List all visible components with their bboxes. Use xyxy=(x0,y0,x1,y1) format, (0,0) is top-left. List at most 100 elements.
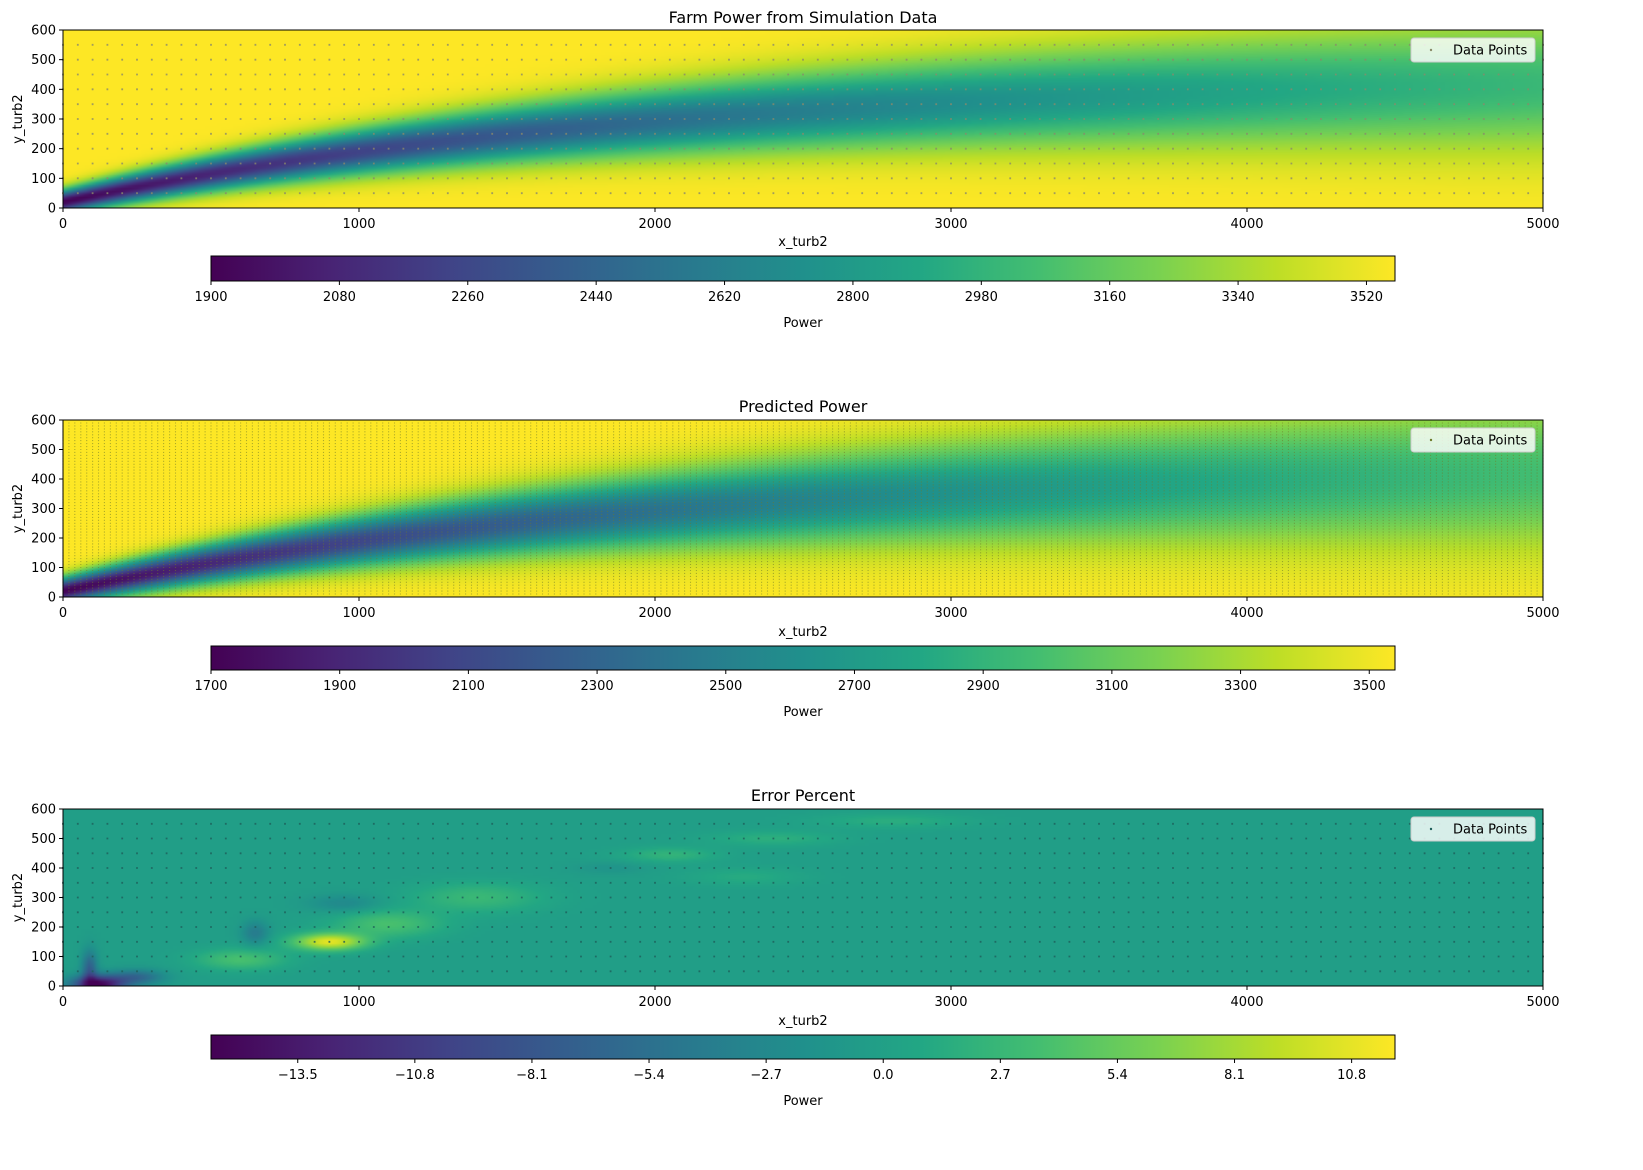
colorbar-tick-label: 2980 xyxy=(965,290,998,305)
x-tick-label: 3000 xyxy=(934,606,967,621)
legend-box xyxy=(1410,816,1536,842)
colorbar-tick-label: −8.1 xyxy=(516,1068,548,1083)
colorbar-tick-label: 5.4 xyxy=(1107,1068,1128,1083)
legend-marker xyxy=(1429,48,1433,52)
x-tick-label: 3000 xyxy=(934,217,967,232)
x-tick-label: 0 xyxy=(59,606,67,621)
y-tick-label: 500 xyxy=(31,832,56,847)
legend-box xyxy=(1410,427,1536,453)
legend: Data Points xyxy=(1410,37,1536,63)
y-tick-label: 0 xyxy=(48,980,56,995)
chart-2: 0 1000 2000 3000 4000 5000 0 100 200 300 400 500 600… xyxy=(11,397,1560,720)
x-tick-label: 4000 xyxy=(1230,995,1263,1010)
y-tick-label: 300 xyxy=(31,891,56,906)
colorbar-tick-label: 8.1 xyxy=(1224,1068,1245,1083)
colorbar-tick-label: 2300 xyxy=(581,679,614,694)
colorbar-tick-label: 3160 xyxy=(1093,290,1126,305)
y-tick-label: 200 xyxy=(31,532,56,547)
colorbar-tick-label: 3100 xyxy=(1095,679,1128,694)
colorbar-label: Power xyxy=(783,705,823,720)
colorbar-tick-label: 3340 xyxy=(1222,290,1255,305)
y-tick-label: 300 xyxy=(31,113,56,128)
colorbar-tick-label: 10.8 xyxy=(1337,1068,1366,1083)
colorbar-tick-label: −2.7 xyxy=(750,1068,782,1083)
x-tick-label: 5000 xyxy=(1526,606,1559,621)
x-tick-label: 4000 xyxy=(1230,217,1263,232)
colorbar-tick-label: 3300 xyxy=(1224,679,1257,694)
colorbar-tick-label: 0.0 xyxy=(873,1068,894,1083)
colorbar-tick-label: 1700 xyxy=(194,679,227,694)
y-tick-label: 0 xyxy=(48,591,56,606)
colorbar: 1700 1900 2100 2300 2500 2700 2900 3100 3300 3500… xyxy=(194,645,1396,720)
colorbar-tick-label: 1900 xyxy=(323,679,356,694)
chart-3: 0 1000 2000 3000 4000 5000 0 100 200 300 400 500 600… xyxy=(11,786,1560,1109)
y-tick-label: 100 xyxy=(31,561,56,576)
chart-title: Farm Power from Simulation Data xyxy=(669,8,938,27)
colorbar: 1900 2080 2260 2440 2620 2800 2980 3160 3340 3520… xyxy=(194,255,1396,331)
colorbar-tick-label: −5.4 xyxy=(633,1068,665,1083)
legend-box xyxy=(1410,37,1536,63)
x-tick-label: 5000 xyxy=(1526,995,1559,1010)
colorbar-tick-label: −10.8 xyxy=(395,1068,435,1083)
colorbar-tick-label: 2080 xyxy=(323,290,356,305)
colorbar-tick-label: 2700 xyxy=(838,679,871,694)
x-tick-label: 0 xyxy=(59,217,67,232)
colorbar-tick-label: 2800 xyxy=(836,290,869,305)
y-tick-label: 600 xyxy=(31,24,56,39)
y-axis-label: y_turb2 xyxy=(11,873,26,922)
colorbar-gradient xyxy=(210,255,1396,282)
y-tick-label: 600 xyxy=(31,803,56,818)
y-tick-label: 0 xyxy=(48,202,56,217)
legend: Data Points xyxy=(1410,427,1536,453)
colorbar-label: Power xyxy=(783,316,823,331)
x-tick-label: 1000 xyxy=(342,217,375,232)
y-tick-label: 500 xyxy=(31,443,56,458)
y-axis-label: y_turb2 xyxy=(11,484,26,533)
x-tick-label: 1000 xyxy=(342,995,375,1010)
y-axis-label: y_turb2 xyxy=(11,94,26,143)
legend-marker xyxy=(1429,827,1433,831)
colorbar-gradient xyxy=(210,645,1396,671)
colorbar-tick-label: 2440 xyxy=(580,290,613,305)
y-tick-label: 200 xyxy=(31,921,56,936)
colorbar-tick-label: −13.5 xyxy=(278,1068,318,1083)
chart-1: 0 1000 2000 3000 4000 5000 0 100 200 300 400 500 600… xyxy=(11,8,1560,331)
y-tick-label: 200 xyxy=(31,142,56,157)
y-tick-label: 300 xyxy=(31,502,56,517)
x-tick-label: 2000 xyxy=(638,217,671,232)
colorbar-tick-label: 2900 xyxy=(967,679,1000,694)
legend-label: Data Points xyxy=(1453,434,1527,449)
x-tick-label: 1000 xyxy=(342,606,375,621)
y-tick-label: 400 xyxy=(31,473,56,488)
chart-title: Error Percent xyxy=(751,786,855,805)
y-tick-label: 100 xyxy=(31,950,56,965)
legend-marker xyxy=(1429,438,1433,442)
x-tick-label: 0 xyxy=(59,995,67,1010)
x-axis-label: x_turb2 xyxy=(778,625,827,640)
colorbar-tick-label: 2100 xyxy=(452,679,485,694)
y-tick-label: 400 xyxy=(31,862,56,877)
colorbar-tick-label: 2.7 xyxy=(990,1068,1011,1083)
x-axis-label: x_turb2 xyxy=(778,1014,827,1029)
x-tick-label: 3000 xyxy=(934,995,967,1010)
x-tick-label: 2000 xyxy=(638,995,671,1010)
legend-label: Data Points xyxy=(1453,823,1527,838)
x-tick-label: 5000 xyxy=(1526,217,1559,232)
x-tick-label: 4000 xyxy=(1230,606,1263,621)
colorbar-tick-label: 3520 xyxy=(1350,290,1383,305)
x-tick-label: 2000 xyxy=(638,606,671,621)
y-tick-label: 400 xyxy=(31,83,56,98)
y-tick-label: 100 xyxy=(31,172,56,187)
y-tick-label: 500 xyxy=(31,53,56,68)
colorbar-tick-label: 1900 xyxy=(194,290,227,305)
colorbar-tick-label: 3500 xyxy=(1353,679,1386,694)
colorbar-tick-label: 2620 xyxy=(708,290,741,305)
colorbar-tick-label: 2500 xyxy=(709,679,742,694)
y-tick-label: 600 xyxy=(31,414,56,429)
colorbar-tick-label: 2260 xyxy=(451,290,484,305)
x-axis-label: x_turb2 xyxy=(778,235,827,250)
chart-title: Predicted Power xyxy=(739,397,868,416)
legend: Data Points xyxy=(1410,816,1536,842)
colorbar-gradient xyxy=(210,1034,1396,1060)
